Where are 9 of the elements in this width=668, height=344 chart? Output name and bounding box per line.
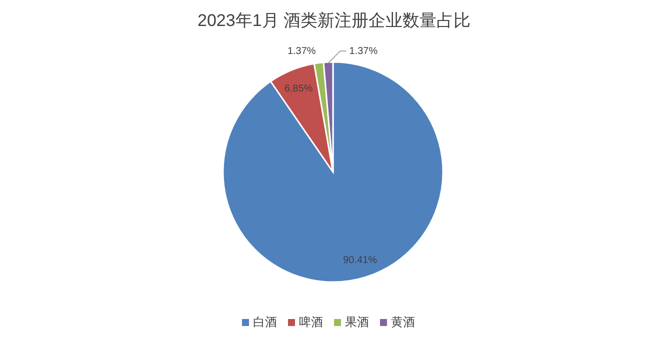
legend-label: 果酒 <box>345 315 369 329</box>
data-label: 6.85% <box>284 83 313 94</box>
legend-label: 白酒 <box>253 315 277 329</box>
data-label: 90.41% <box>343 255 378 266</box>
legend-label: 啤酒 <box>299 315 323 329</box>
data-label: 1.37% <box>287 46 316 57</box>
data-label: 1.37% <box>349 46 378 57</box>
chart-title: 2023年1月 酒类新注册企业数量占比 <box>198 11 470 30</box>
legend-label: 黄酒 <box>391 315 415 329</box>
